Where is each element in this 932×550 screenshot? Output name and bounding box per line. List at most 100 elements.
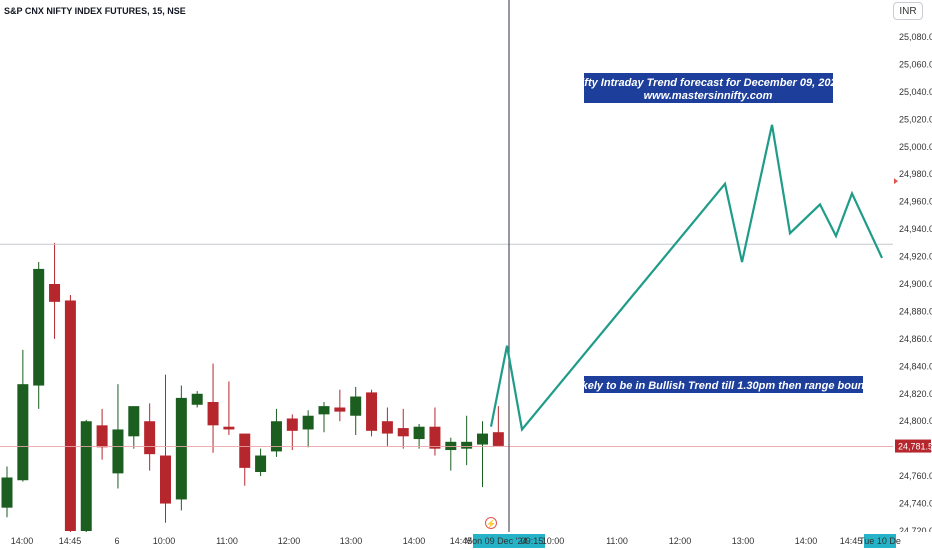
time-tick-label: 13:00 [732,536,755,546]
time-tick-label: 14:45 [840,536,863,546]
time-tick-label: 12:00 [669,536,692,546]
price-tick-label: 24,860.00 [899,334,932,344]
candle-body [33,268,45,386]
last-price-badge [895,439,931,453]
price-tick-label: 24,760.00 [899,471,932,481]
candle-body [160,455,171,504]
candle [239,433,251,486]
candle [334,389,346,422]
candle-body [413,426,425,440]
candle-body [366,392,378,431]
candle [112,384,124,489]
time-tick-label: 11:00 [216,536,238,546]
candle [477,421,488,488]
time-axis: 14:00 14:45 6 10:00 11:00 12:00 13:00 14:00 14:4… [0,532,932,550]
time-tick-label: 11:00 [606,536,628,546]
candle [413,423,425,449]
forecast-line[interactable] [489,124,883,432]
candle-body [334,407,346,412]
candle-body [302,415,314,430]
candles-group [1,242,504,532]
price-tick-label: 24,960.00 [899,197,932,207]
time-tick-label: 13:00 [340,536,363,546]
event-bolt-glyph: ⚡ [486,519,496,529]
forecast-title-box [584,73,833,103]
time-tick-label: 10:00 [542,536,565,546]
overlay-group [0,0,893,532]
candle-body [96,425,108,448]
candle-body [445,441,457,451]
time-tick-label: 09:15 [521,536,544,546]
forecast-note: Likely to be in Bullish Trend till 1.30p… [572,380,874,392]
candle-body [397,428,409,437]
price-tick-label: 24,740.00 [899,499,932,509]
price-tick-label: 25,000.00 [899,142,932,152]
candle-body [128,406,140,437]
dividend-event-icon[interactable] [485,517,497,529]
candle [255,448,267,477]
candle [318,402,330,433]
price-tick-label: 24,980.00 [899,169,932,179]
time-tick-label: 14:00 [11,536,34,546]
candle-body [144,421,156,455]
candle-body [255,455,267,472]
candle [64,294,76,532]
price-tick-label: 24,720.00 [899,526,932,536]
candle-body [80,421,92,531]
price-tick-label: 24,820.00 [899,389,932,399]
next-date-badge [864,534,896,548]
time-tick-label: 14:45 [450,536,473,546]
time-tick-label: 12:00 [278,536,301,546]
price-tick-label: 24,920.00 [899,252,932,262]
candle [381,407,393,446]
candle-body [64,300,76,531]
candle-body [461,441,473,449]
candle-body [17,384,29,481]
candle [96,408,108,460]
price-tick-label: 24,880.00 [899,306,932,316]
candle [17,349,29,482]
forecast-title-line2: www.mastersinnifty.com [644,90,773,102]
candle-body [350,396,362,416]
candle [445,437,457,471]
candle-body [207,402,219,426]
session-date-badge [473,534,545,548]
time-axis-bg [0,532,932,550]
time-tick-label: 14:00 [403,536,426,546]
candle-body [112,429,124,474]
forecast-title-line1: Nifty Intraday Trend forecast for Decemb… [573,77,842,89]
candle [207,363,219,453]
time-tick-label: 6 [114,536,119,546]
candle-body [223,426,235,430]
candle-body [318,406,330,415]
candle-body [239,433,251,468]
time-tick-label: Mon 09 Dec '24 [465,536,528,546]
candle [302,410,314,448]
candle [286,414,298,451]
candle [80,419,92,532]
price-axis-bg [893,0,932,550]
price-tick-label: 24,940.00 [899,224,932,234]
candle-body [492,432,504,446]
time-tick-label: 10:00 [153,536,176,546]
price-tick-label: 25,040.00 [899,87,932,97]
price-tick-label: 24,840.00 [899,361,932,371]
candle [160,374,171,523]
candle-body [429,426,441,449]
alert-marker-icon[interactable] [894,178,898,185]
candle [128,406,140,449]
price-tick-label: 25,080.00 [899,32,932,42]
candle-body [477,433,488,445]
candle [1,466,13,518]
currency-selector[interactable]: INR [893,2,923,20]
candle-body [49,284,61,302]
price-tick-label: 25,020.00 [899,114,932,124]
price-tick-label: 24,900.00 [899,279,932,289]
candle-body [270,421,282,452]
candle [350,386,362,435]
candle [461,415,473,466]
candle-body [175,397,187,500]
candle-body [381,421,393,434]
candle [33,262,45,409]
